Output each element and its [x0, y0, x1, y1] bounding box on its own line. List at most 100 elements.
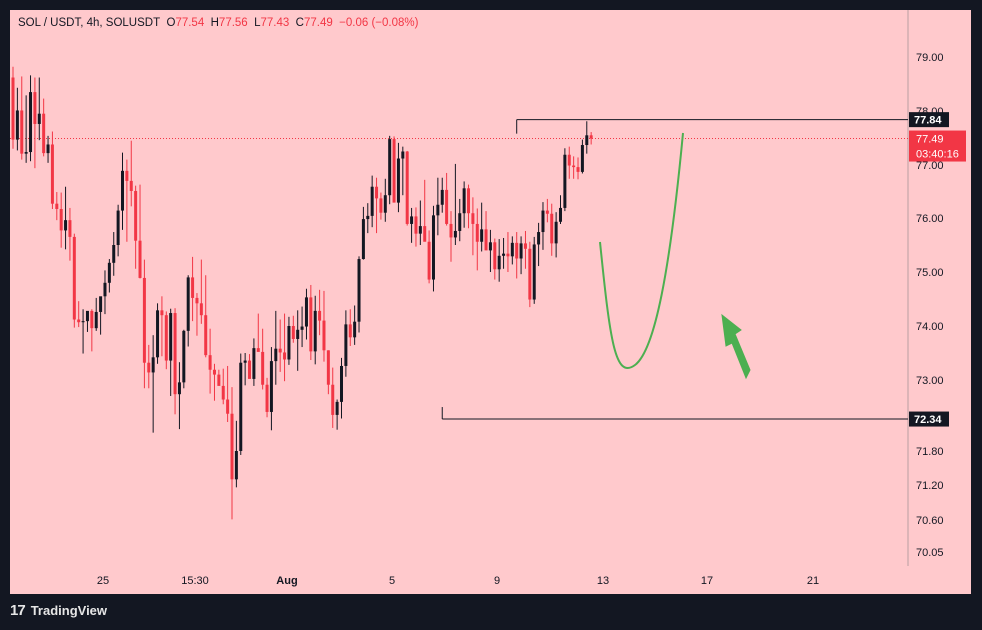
candle-body [164, 315, 168, 361]
x-tick-label: 15:30 [181, 575, 209, 587]
current-price-tag-bg [909, 130, 966, 162]
candle-body [554, 221, 558, 244]
candle [107, 259, 111, 293]
candle-body [313, 310, 317, 352]
candle-body [33, 92, 37, 124]
candle-body [484, 229, 488, 251]
candle-body [46, 144, 50, 154]
candle-body [300, 326, 304, 330]
candle-body [541, 210, 545, 233]
candle [265, 377, 269, 418]
candle-body [515, 242, 519, 259]
x-tick-label: Aug [276, 575, 297, 587]
symbol-pair[interactable]: SOL / USDT, 4h, SOLUSDT [18, 17, 161, 29]
chart-frame[interactable]: 79.00 78.00 77.00 76.00 75.00 74.00 73.00 71.80… [10, 10, 971, 594]
candle [252, 338, 256, 386]
candle-body [427, 241, 431, 280]
x-tick-label: 17 [701, 575, 713, 587]
support-tag: 72.34 [909, 411, 949, 427]
candle-body [252, 348, 256, 379]
candle-body [405, 151, 409, 224]
candle [396, 142, 400, 213]
candle [239, 353, 243, 455]
candle [20, 76, 24, 160]
low-value: 77.43 [260, 17, 290, 29]
candlestick-chart[interactable]: 79.0078.0077.0076.0075.0074.0073.0071.80… [10, 10, 971, 594]
candle-body [410, 216, 414, 224]
candle-body [239, 362, 243, 451]
candle-body [379, 198, 383, 213]
horizontal-levels [10, 119, 908, 420]
candle [248, 354, 252, 379]
candle [506, 232, 510, 272]
candle [375, 177, 379, 234]
support-tag-label: 72.34 [914, 414, 942, 426]
candle [550, 203, 554, 256]
candle-body [112, 245, 116, 263]
x-tick-label: 13 [597, 575, 609, 587]
candle-body [563, 154, 567, 208]
candle [383, 178, 387, 222]
candle [173, 308, 177, 415]
candle-body [103, 282, 107, 297]
candle-body [559, 207, 562, 222]
candle-body [212, 369, 216, 375]
candle-body [217, 374, 221, 386]
candle [318, 289, 322, 336]
candle [493, 238, 497, 280]
brand-footer[interactable]: 17 TradingView [10, 602, 107, 619]
candle-body [195, 297, 199, 304]
candle-body [580, 145, 584, 172]
y-tick-label: 77.00 [916, 160, 944, 172]
candle-body [248, 360, 252, 379]
candle-body [90, 310, 94, 329]
candle-body [296, 329, 300, 339]
candle-body [256, 348, 260, 352]
candles [11, 66, 593, 520]
candle-body [204, 315, 208, 356]
candle [510, 236, 514, 265]
candle [563, 148, 567, 212]
candle-body [121, 170, 124, 211]
candle [357, 256, 361, 333]
candle-body [64, 220, 68, 231]
candle-body [537, 232, 541, 245]
candle [392, 136, 396, 203]
tradingview-logo-icon: 17 [10, 602, 26, 619]
candle [85, 310, 89, 332]
candle-body [24, 152, 28, 154]
candle-body [134, 190, 138, 241]
candle [208, 328, 212, 394]
candle-body [15, 110, 19, 140]
candle-body [11, 77, 15, 140]
candle [160, 296, 164, 357]
candle [125, 159, 129, 242]
candle [221, 368, 225, 405]
candle-body [585, 135, 589, 146]
candle-body [519, 243, 523, 259]
candle-body [261, 351, 265, 385]
candle-body [401, 151, 405, 159]
open-label: O [166, 17, 176, 29]
candle-body [243, 360, 247, 363]
candle [72, 233, 76, 328]
x-tick-label: 5 [389, 575, 395, 587]
annotations [599, 132, 751, 380]
candle-body [147, 362, 151, 373]
candle-body [138, 240, 142, 278]
candle [484, 211, 488, 251]
candle [545, 198, 549, 223]
candle [567, 146, 571, 179]
candle [186, 275, 190, 347]
candle [589, 132, 593, 145]
candle [335, 399, 339, 430]
countdown-label: 03:40:16 [916, 149, 959, 161]
current-price-label: 77.49 [916, 134, 944, 146]
candle-body [283, 352, 287, 360]
open-value: 77.54 [175, 17, 205, 29]
candle [164, 311, 168, 370]
candle [55, 192, 59, 221]
candle-body [497, 255, 501, 270]
y-tick-label: 76.00 [916, 213, 944, 225]
candle-body [55, 203, 59, 209]
